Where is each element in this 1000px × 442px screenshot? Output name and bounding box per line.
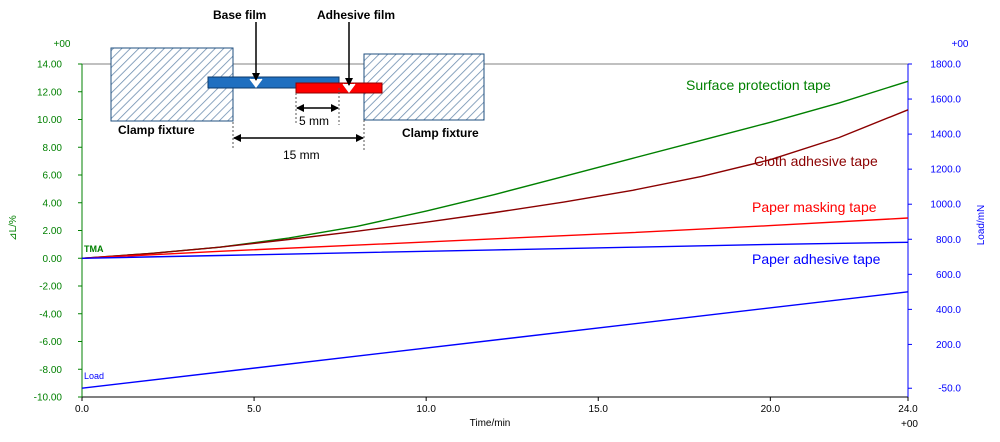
x-axis-title: Time/min <box>470 418 511 429</box>
left-tick-label: -8.00 <box>39 365 62 376</box>
series-lines <box>81 80 909 389</box>
base-film-label: Base film <box>213 8 266 22</box>
right-tick-label: 200.0 <box>936 340 961 351</box>
right-axis-ticks: -50.0 200.0 400.0 600.0 800.0 1000.0 1200.0 140… <box>908 60 961 395</box>
left-tick-label: -4.00 <box>39 309 62 320</box>
series-label-surface-protection: Surface protection tape <box>686 77 831 93</box>
left-tick-label: 2.00 <box>43 226 63 237</box>
x-tick-label: 15.0 <box>589 404 609 415</box>
right-tick-label: 1000.0 <box>930 200 961 211</box>
x-axis-ticks: 0.0 5.0 10.0 15.0 20.0 24.0 <box>75 397 918 415</box>
series-line-paper-masking-tape <box>81 217 909 259</box>
clamp-fixture-left-label: Clamp fixture <box>118 123 195 137</box>
right-axis-title: Load/mN <box>976 205 987 246</box>
x-tick-label: 10.0 <box>416 404 436 415</box>
dimension-15mm-label: 15 mm <box>283 148 320 162</box>
x-tick-label: 24.0 <box>898 404 918 415</box>
series-line-paper-adhesive-tape <box>81 241 909 259</box>
annotation-tma: TMA <box>84 244 104 254</box>
right-tick-label: 1600.0 <box>930 95 961 106</box>
series-label-paper-masking: Paper masking tape <box>752 199 877 215</box>
left-tick-label: 12.00 <box>37 87 62 98</box>
left-tick-label: 10.00 <box>37 115 62 126</box>
adhesive-film-label: Adhesive film <box>317 8 395 22</box>
x-tick-label: 20.0 <box>761 404 781 415</box>
left-axis-title: ⊿L/% <box>8 215 19 241</box>
series-label-load: Load <box>84 371 104 381</box>
clamp-fixture-right <box>363 53 485 121</box>
left-axis-exponent: +00 <box>54 39 71 50</box>
right-tick-label: 600.0 <box>936 270 961 281</box>
series-line-cloth-adhesive-tape <box>81 109 909 259</box>
left-tick-label: 8.00 <box>43 143 63 154</box>
left-axis-ticks: -10.00 -8.00 -6.00 -4.00 -2.00 0.00 2.00 4.00 6.… <box>34 60 82 404</box>
left-tick-label: -10.00 <box>34 393 63 404</box>
left-tick-label: 14.00 <box>37 60 62 71</box>
x-axis-exponent: +00 <box>901 419 918 430</box>
series-label-paper-adhesive: Paper adhesive tape <box>752 251 881 267</box>
right-tick-label: 800.0 <box>936 235 961 246</box>
series-line-load <box>81 291 909 389</box>
right-tick-label: 1800.0 <box>930 60 961 71</box>
dimension-5mm-label: 5 mm <box>299 114 329 128</box>
right-axis-exponent: +00 <box>952 39 969 50</box>
left-tick-label: -2.00 <box>39 282 62 293</box>
series-label-cloth-adhesive: Cloth adhesive tape <box>754 153 878 169</box>
right-tick-label: 1200.0 <box>930 165 961 176</box>
right-tick-label: -50.0 <box>938 384 961 395</box>
clamp-fixture-right-label: Clamp fixture <box>402 126 479 140</box>
left-tick-label: 6.00 <box>43 171 63 182</box>
left-tick-label: 0.00 <box>43 254 63 265</box>
right-tick-label: 400.0 <box>936 305 961 316</box>
left-tick-label: -6.00 <box>39 337 62 348</box>
specimen-inset-diagram: Base film Adhesive film Clamp fixture Cl… <box>110 8 485 162</box>
x-tick-label: 5.0 <box>247 404 261 415</box>
x-tick-label: 0.0 <box>75 404 89 415</box>
adhesive-film-pointer-mark <box>342 83 356 93</box>
base-film-pointer-mark <box>249 78 263 88</box>
left-tick-label: 4.00 <box>43 198 63 209</box>
right-tick-label: 1400.0 <box>930 130 961 141</box>
